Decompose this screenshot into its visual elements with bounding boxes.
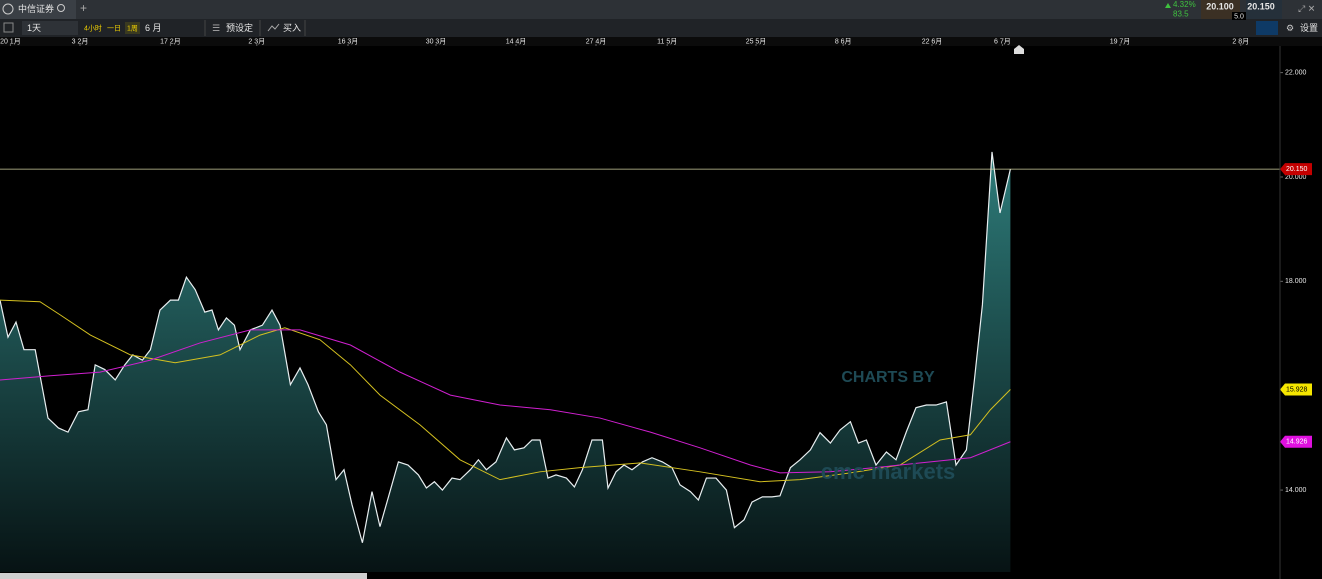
x-tick-label: 2 3月 bbox=[248, 37, 265, 45]
settings[interactable]: 设置 bbox=[1300, 23, 1318, 33]
interval-select[interactable] bbox=[22, 21, 78, 35]
window-controls[interactable]: ⤢ ✕ bbox=[1297, 3, 1315, 13]
settings-icon: ⚙ bbox=[1286, 23, 1294, 33]
x-tick-label: 16 3月 bbox=[338, 37, 359, 45]
quick-interval[interactable]: 1周 bbox=[127, 24, 138, 32]
x-tick-label: 30 3月 bbox=[426, 37, 447, 45]
tab-title: 中信证券 bbox=[18, 3, 54, 14]
ask: 20.150 bbox=[1247, 1, 1275, 11]
toolbar bbox=[0, 19, 1322, 37]
scrollbar[interactable] bbox=[0, 573, 367, 579]
watermark: cmc markets bbox=[821, 459, 956, 484]
quick-interval[interactable]: 4小时 bbox=[84, 23, 102, 32]
change: 4.32% bbox=[1173, 0, 1196, 9]
x-tick-label: 6 7月 bbox=[994, 37, 1011, 45]
y-tick-label: 22.000 bbox=[1285, 69, 1307, 76]
preset-icon: ☰ bbox=[212, 23, 220, 33]
x-tick-label: 20 1月 bbox=[0, 37, 21, 45]
spread-box bbox=[1232, 12, 1246, 20]
date-axis bbox=[0, 37, 1322, 46]
add-tab[interactable]: + bbox=[80, 1, 87, 15]
price-label: 20.150 bbox=[1286, 166, 1308, 173]
moving-average bbox=[0, 329, 1011, 474]
buy-icon bbox=[267, 23, 280, 32]
x-tick-label: 2 8月 bbox=[1232, 37, 1249, 45]
buy-button[interactable] bbox=[1246, 0, 1282, 19]
x-tick-label: 27 4月 bbox=[586, 37, 607, 45]
volume: 83.5 bbox=[1173, 10, 1189, 19]
change-box bbox=[1160, 0, 1200, 19]
info-icon[interactable] bbox=[2, 3, 14, 15]
y-tick-label: 20.000 bbox=[1285, 174, 1307, 181]
price-label-box bbox=[1280, 163, 1312, 176]
sell-button[interactable] bbox=[1201, 0, 1240, 19]
presets[interactable]: 预设定 bbox=[226, 22, 253, 33]
y-tick-label: 18.000 bbox=[1285, 278, 1307, 285]
x-tick-label: 17 2月 bbox=[160, 37, 181, 45]
spread: 5.0 bbox=[1234, 13, 1244, 20]
x-tick-label: 25 5月 bbox=[746, 37, 767, 45]
price-area bbox=[0, 151, 1011, 573]
x-tick-label: 8 6月 bbox=[835, 37, 852, 45]
title-bar bbox=[0, 0, 1322, 19]
tool-active[interactable] bbox=[1256, 21, 1278, 35]
price-line bbox=[0, 151, 1011, 543]
x-tick-label: 3 2月 bbox=[72, 37, 89, 45]
quick-interval[interactable]: 一日 bbox=[107, 24, 121, 32]
y-tick-label: 14.000 bbox=[1285, 487, 1307, 494]
range[interactable]: 6 月 bbox=[145, 23, 162, 33]
tab[interactable] bbox=[0, 0, 76, 19]
search-icon[interactable] bbox=[57, 4, 65, 12]
moving-average bbox=[0, 299, 1011, 483]
now-marker bbox=[1014, 45, 1024, 54]
quick-active bbox=[125, 22, 140, 34]
plot: 20 1月 3 2月 17 2月 2 3月 16 3月 30 3月 14 4月 27 4月 11… bbox=[0, 37, 1312, 573]
price-label-box bbox=[1280, 435, 1312, 448]
price-label: 14.926 bbox=[1286, 439, 1308, 446]
layout-icon[interactable] bbox=[3, 22, 14, 33]
x-tick-label: 14 4月 bbox=[506, 37, 527, 45]
buy[interactable]: 买入 bbox=[283, 23, 301, 33]
x-tick-label: 11 5月 bbox=[657, 37, 677, 45]
bid: 20.100 bbox=[1206, 1, 1234, 11]
x-tick-label: 22 6月 bbox=[922, 37, 943, 45]
up-arrow bbox=[1165, 3, 1171, 8]
interval: 1天 bbox=[27, 23, 41, 33]
price-label-box bbox=[1280, 383, 1312, 396]
price-label: 15.928 bbox=[1286, 386, 1308, 393]
watermark: CHARTS BY bbox=[841, 369, 935, 386]
x-tick-label: 19 7月 bbox=[1110, 37, 1131, 45]
